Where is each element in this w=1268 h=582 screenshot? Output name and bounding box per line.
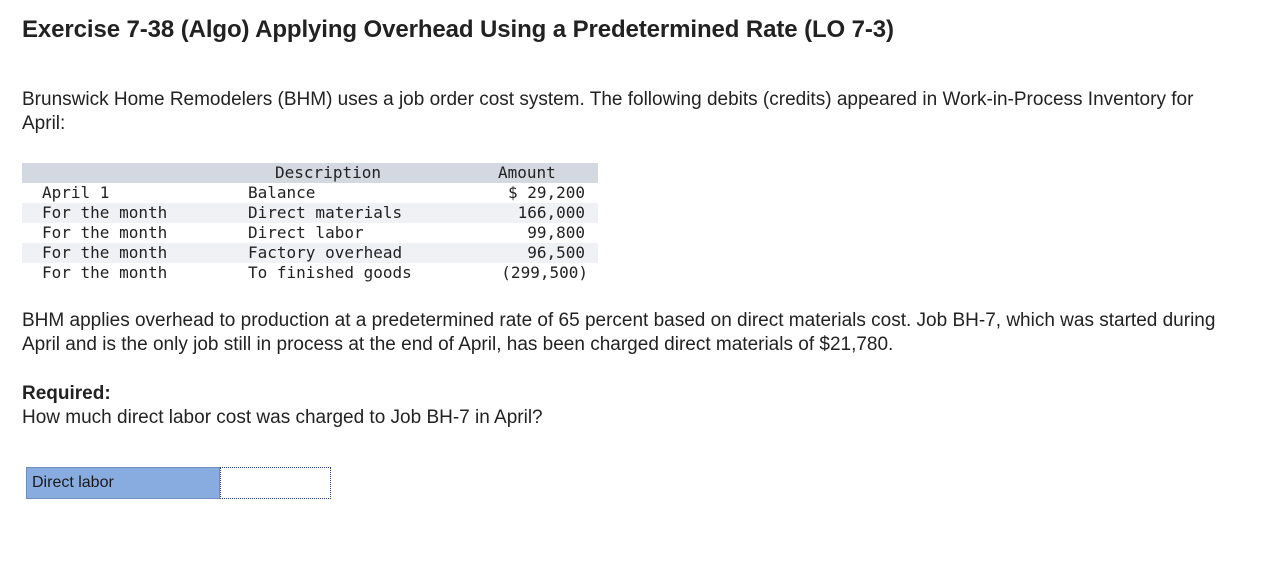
ledger-header-description: Description <box>275 163 381 182</box>
page-title: Exercise 7-38 (Algo) Applying Overhead U… <box>22 16 894 43</box>
ledger-row-date: April 1 <box>42 183 110 202</box>
details-paragraph: BHM applies overhead to production at a … <box>22 310 1216 355</box>
wip-ledger-table: Description Amount April 1 Balance $ 29,… <box>22 163 598 283</box>
ledger-row-date: For the month <box>42 223 168 242</box>
ledger-row-amount: 96,500 <box>527 243 585 262</box>
ledger-row: For the month Direct materials 166,000 <box>22 203 598 223</box>
ledger-row: For the month To finished goods (299,500… <box>22 263 598 283</box>
required-heading: Required: <box>22 383 111 404</box>
answer-label-direct-labor: Direct labor <box>26 467 220 499</box>
ledger-body: April 1 Balance $ 29,200 For the month D… <box>22 183 598 283</box>
ledger-header-amount: Amount <box>498 163 556 182</box>
ledger-row-description: Factory overhead <box>248 243 403 262</box>
direct-labor-input[interactable] <box>220 467 331 499</box>
ledger-row-amount: (299,500) <box>501 263 588 282</box>
ledger-row-description: Direct labor <box>248 223 364 242</box>
ledger-header-row: Description Amount <box>22 163 598 183</box>
ledger-row-amount: 99,800 <box>527 223 585 242</box>
intro-paragraph: Brunswick Home Remodelers (BHM) uses a j… <box>22 89 1194 134</box>
ledger-row-description: Balance <box>248 183 316 202</box>
ledger-row-date: For the month <box>42 263 168 282</box>
ledger-row-amount: $ 29,200 <box>507 183 585 202</box>
ledger-row-date: For the month <box>42 203 168 222</box>
ledger-row: For the month Direct labor 99,800 <box>22 223 598 243</box>
ledger-row: For the month Factory overhead 96,500 <box>22 243 598 263</box>
ledger-row-description: To finished goods <box>248 263 412 282</box>
ledger-row-description: Direct materials <box>248 203 403 222</box>
ledger-row: April 1 Balance $ 29,200 <box>22 183 598 203</box>
ledger-row-date: For the month <box>42 243 168 262</box>
required-question: How much direct labor cost was charged t… <box>22 407 543 428</box>
ledger-row-amount: 166,000 <box>517 203 585 222</box>
